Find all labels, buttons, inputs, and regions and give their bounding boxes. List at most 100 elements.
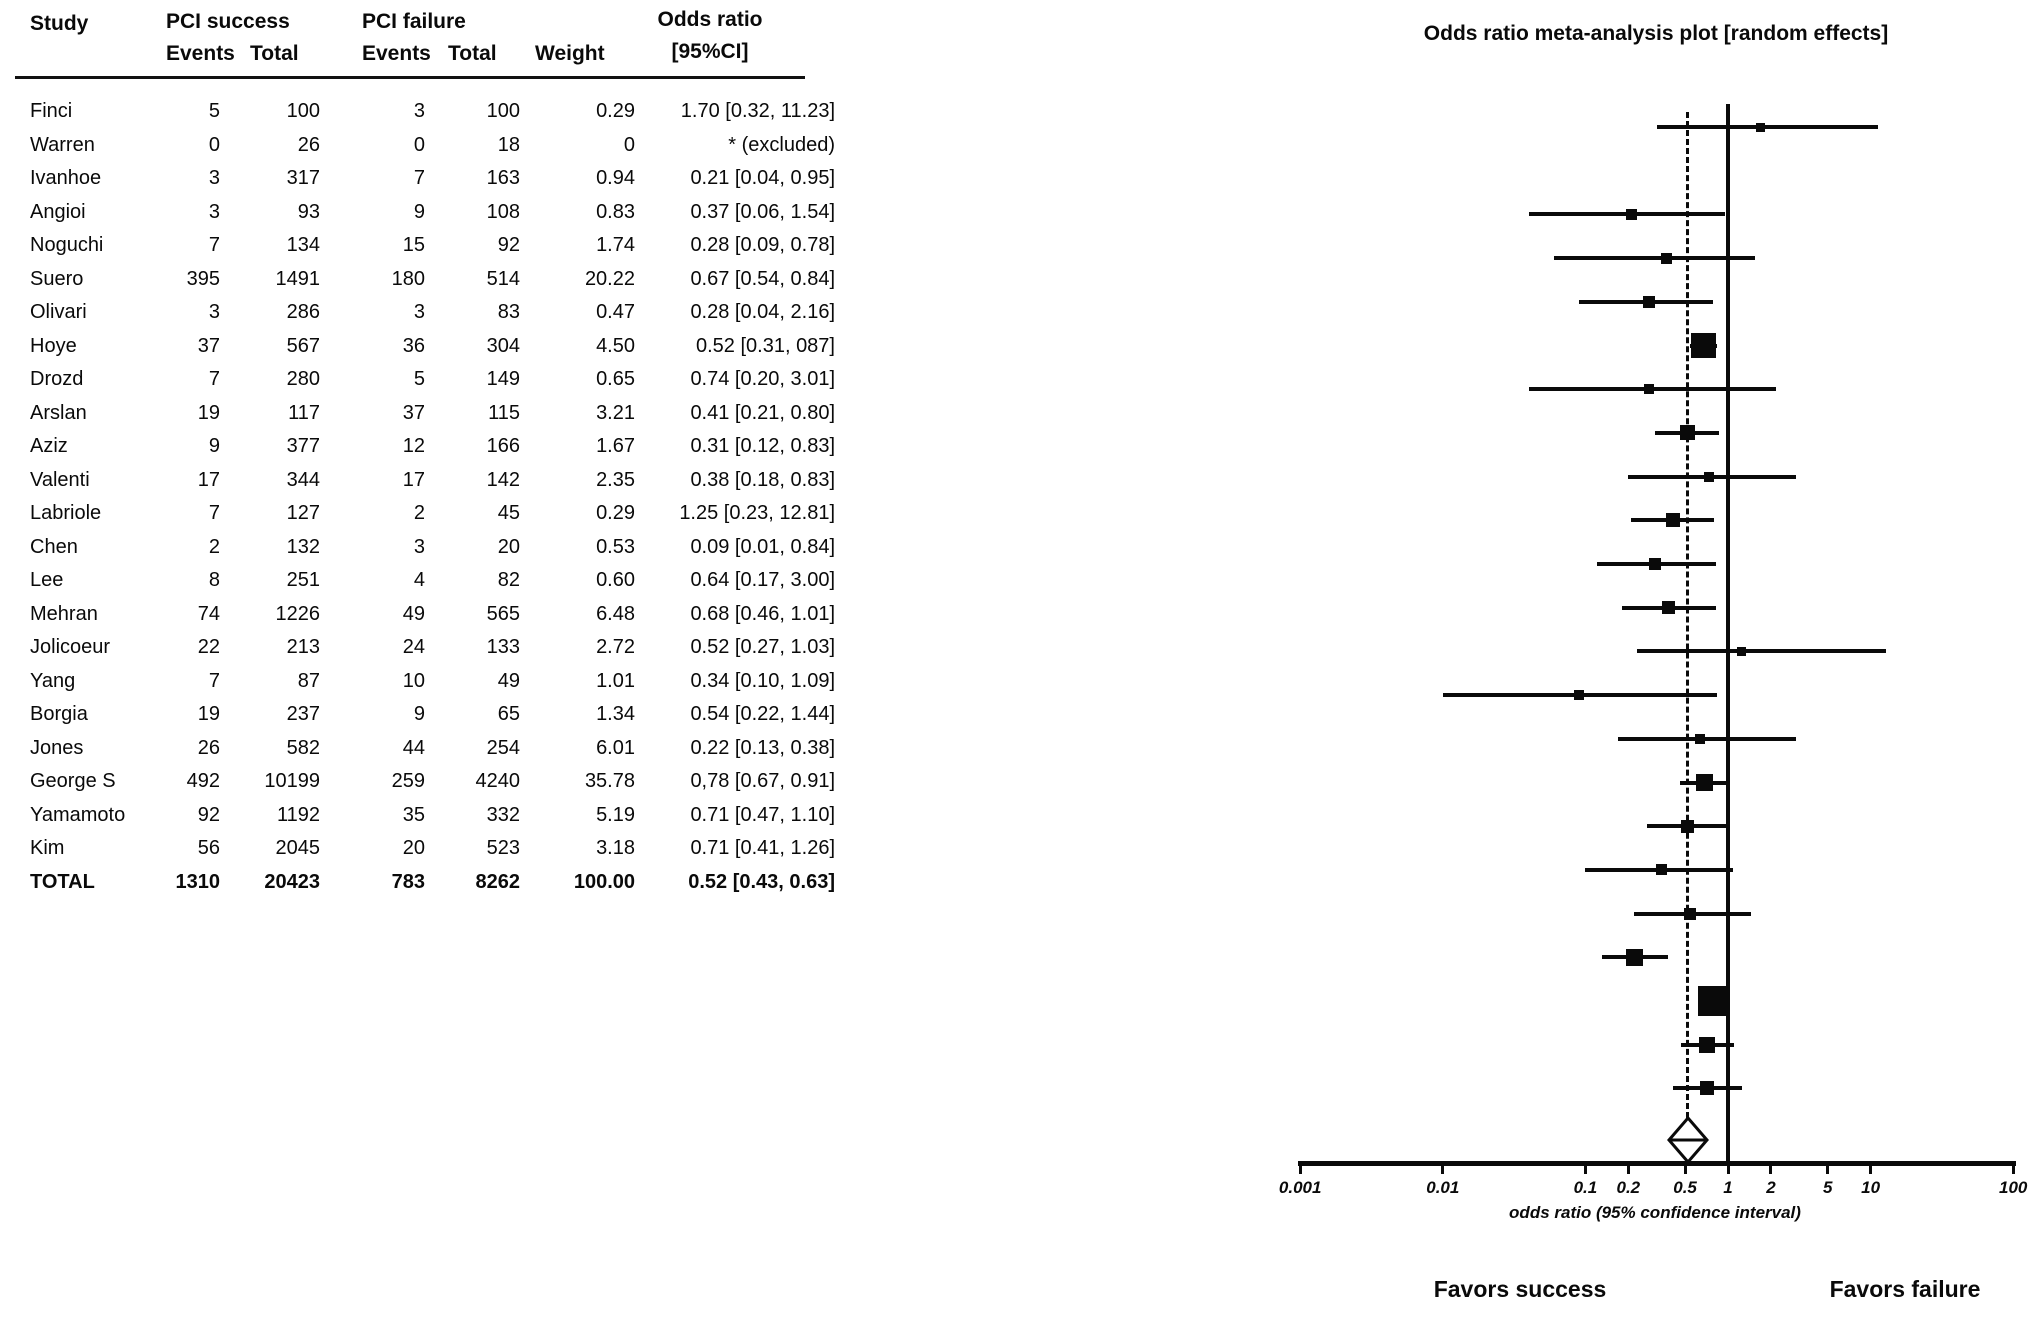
or-marker — [1699, 1081, 1714, 1096]
weight-cell: 0.47 — [596, 301, 635, 324]
weight-cell: 1.67 — [596, 435, 635, 458]
weight-cell: 0.65 — [596, 368, 635, 391]
failure-events-cell: 10 — [402, 669, 425, 692]
failure-events-cell: 3 — [413, 535, 425, 558]
weight-cell: 1.34 — [596, 703, 635, 726]
col-header-pci-failure: PCI failure — [362, 10, 466, 33]
axis-tick — [1726, 1161, 1730, 1174]
failure-total-cell: 8262 — [475, 870, 521, 893]
table-row: Yang 7 87 10 49 1.01 0.34 [0.10, 1.09] — [30, 665, 835, 699]
or-marker — [1698, 1036, 1715, 1053]
success-events-cell: 492 — [186, 770, 220, 793]
col-header-total-failure: Total — [448, 42, 497, 65]
reference-line-or1 — [1726, 104, 1730, 1166]
success-events-cell: 17 — [197, 468, 220, 491]
failure-events-cell: 180 — [391, 267, 425, 290]
odds-ratio-cell: 0.41 [0.21, 0.80] — [690, 401, 835, 424]
pooled-estimate-dashed-line — [1686, 112, 1689, 1118]
table-body: Finci 5 100 3 100 0.29 1.70 [0.32, 11.23] Warre… — [30, 95, 835, 899]
weight-cell: 2.35 — [596, 468, 635, 491]
success-events-cell: 395 — [186, 267, 220, 290]
success-events-cell: 9 — [208, 435, 220, 458]
failure-events-cell: 15 — [402, 234, 425, 257]
odds-ratio-cell: 0.28 [0.04, 2.16] — [690, 301, 835, 324]
weight-cell: 0.94 — [596, 167, 635, 190]
study-cell: Suero — [30, 267, 84, 290]
success-events-cell: 3 — [208, 200, 220, 223]
or-marker — [1649, 558, 1662, 570]
success-total-cell: 280 — [286, 368, 320, 391]
weight-cell: 3.21 — [596, 401, 635, 424]
table-row: Warren 0 26 0 18 0 * (excluded) — [30, 129, 835, 163]
table-row: Jolicoeur 22 213 24 133 2.72 0.52 [0.27, 1.03] — [30, 631, 835, 665]
success-total-cell: 2045 — [275, 837, 321, 860]
success-total-cell: 1491 — [275, 267, 321, 290]
odds-ratio-cell: 0.67 [0.54, 0.84] — [690, 267, 835, 290]
failure-total-cell: 115 — [488, 401, 520, 424]
or-marker — [1680, 425, 1695, 441]
success-total-cell: 213 — [286, 636, 320, 659]
table-row: Arslan 19 117 37 115 3.21 0.41 [0.21, 0.80] — [30, 397, 835, 431]
axis-tick — [1583, 1161, 1587, 1174]
weight-cell: 4.50 — [596, 334, 635, 357]
success-events-cell: 92 — [197, 803, 220, 826]
weight-cell: 1.74 — [596, 234, 635, 257]
axis-tick-label: 1 — [1723, 1178, 1733, 1197]
failure-total-cell: 133 — [486, 636, 520, 659]
success-events-cell: 19 — [197, 703, 220, 726]
or-marker — [1681, 819, 1694, 833]
study-cell: Yamamoto — [30, 803, 126, 826]
odds-ratio-cell: 0.52 [0.43, 0.63] — [688, 870, 835, 893]
study-cell: Yang — [30, 669, 76, 692]
odds-ratio-cell: 0.22 [0.13, 0.38] — [690, 736, 835, 759]
weight-cell: 6.01 — [596, 736, 635, 759]
or-marker — [1573, 690, 1584, 701]
study-cell: Warren — [30, 133, 95, 156]
table-row: Lee 8 251 4 82 0.60 0.64 [0.17, 3.00] — [30, 564, 835, 598]
pooled-diamond — [1666, 1116, 1709, 1164]
table-row: Olivari 3 286 3 83 0.47 0.28 [0.04, 2.16] — [30, 296, 835, 330]
failure-events-cell: 3 — [413, 301, 425, 324]
weight-cell: 35.78 — [584, 770, 635, 793]
axis-tick-label: 10 — [1861, 1178, 1881, 1197]
success-total-cell: 10199 — [264, 770, 320, 793]
table-row: Valenti 17 344 17 142 2.35 0.38 [0.18, 0.83] — [30, 464, 835, 498]
study-cell: TOTAL — [30, 870, 95, 893]
axis-tick — [2011, 1161, 2015, 1174]
axis-tick-label: 0.1 — [1573, 1178, 1598, 1197]
success-total-cell: 344 — [286, 468, 320, 491]
failure-events-cell: 4 — [413, 569, 425, 592]
success-events-cell: 26 — [197, 736, 220, 759]
odds-ratio-cell: 0.52 [0.31, 087] — [695, 334, 835, 357]
study-cell: Hoye — [30, 334, 77, 357]
success-events-cell: 3 — [208, 167, 220, 190]
success-total-cell: 1226 — [275, 602, 321, 625]
table-row: Noguchi 7 134 15 92 1.74 0.28 [0.09, 0.78] — [30, 229, 835, 263]
failure-total-cell: 166 — [486, 435, 520, 458]
ci-line — [1657, 125, 1878, 129]
odds-ratio-cell: 0.37 [0.06, 1.54] — [690, 200, 835, 223]
table-row: Finci 5 100 3 100 0.29 1.70 [0.32, 11.23] — [30, 95, 835, 129]
ci-line — [1618, 736, 1797, 741]
axis-tick — [1826, 1161, 1830, 1174]
axis-tick — [1683, 1161, 1687, 1174]
success-total-cell: 582 — [286, 736, 320, 759]
table-row: Yamamoto 92 1192 35 332 5.19 0.71 [0.47, 1.10] — [30, 799, 835, 833]
study-cell: Jolicoeur — [30, 636, 111, 659]
header-rule — [15, 76, 805, 79]
failure-events-cell: 20 — [402, 837, 425, 860]
study-cell: Arslan — [30, 401, 87, 424]
success-total-cell: 317 — [286, 167, 320, 190]
success-events-cell: 37 — [197, 334, 220, 357]
table-row: George S 492 10199 259 4240 35.78 0,78 [0.67, … — [30, 765, 835, 799]
col-header-events-success: Events — [166, 42, 235, 65]
axis-tick-label: 100 — [1999, 1178, 2028, 1197]
or-marker — [1644, 384, 1655, 395]
plot-title: Odds ratio meta-analysis plot [random ef… — [1423, 22, 1889, 45]
col-header-events-failure: Events — [362, 42, 431, 65]
failure-events-cell: 9 — [413, 200, 425, 223]
table-row: Suero 395 1491 180 514 20.22 0.67 [0.54, 0.84] — [30, 263, 835, 297]
study-cell: Drozd — [30, 368, 84, 391]
weight-cell: 3.18 — [596, 837, 635, 860]
failure-total-cell: 523 — [486, 837, 520, 860]
